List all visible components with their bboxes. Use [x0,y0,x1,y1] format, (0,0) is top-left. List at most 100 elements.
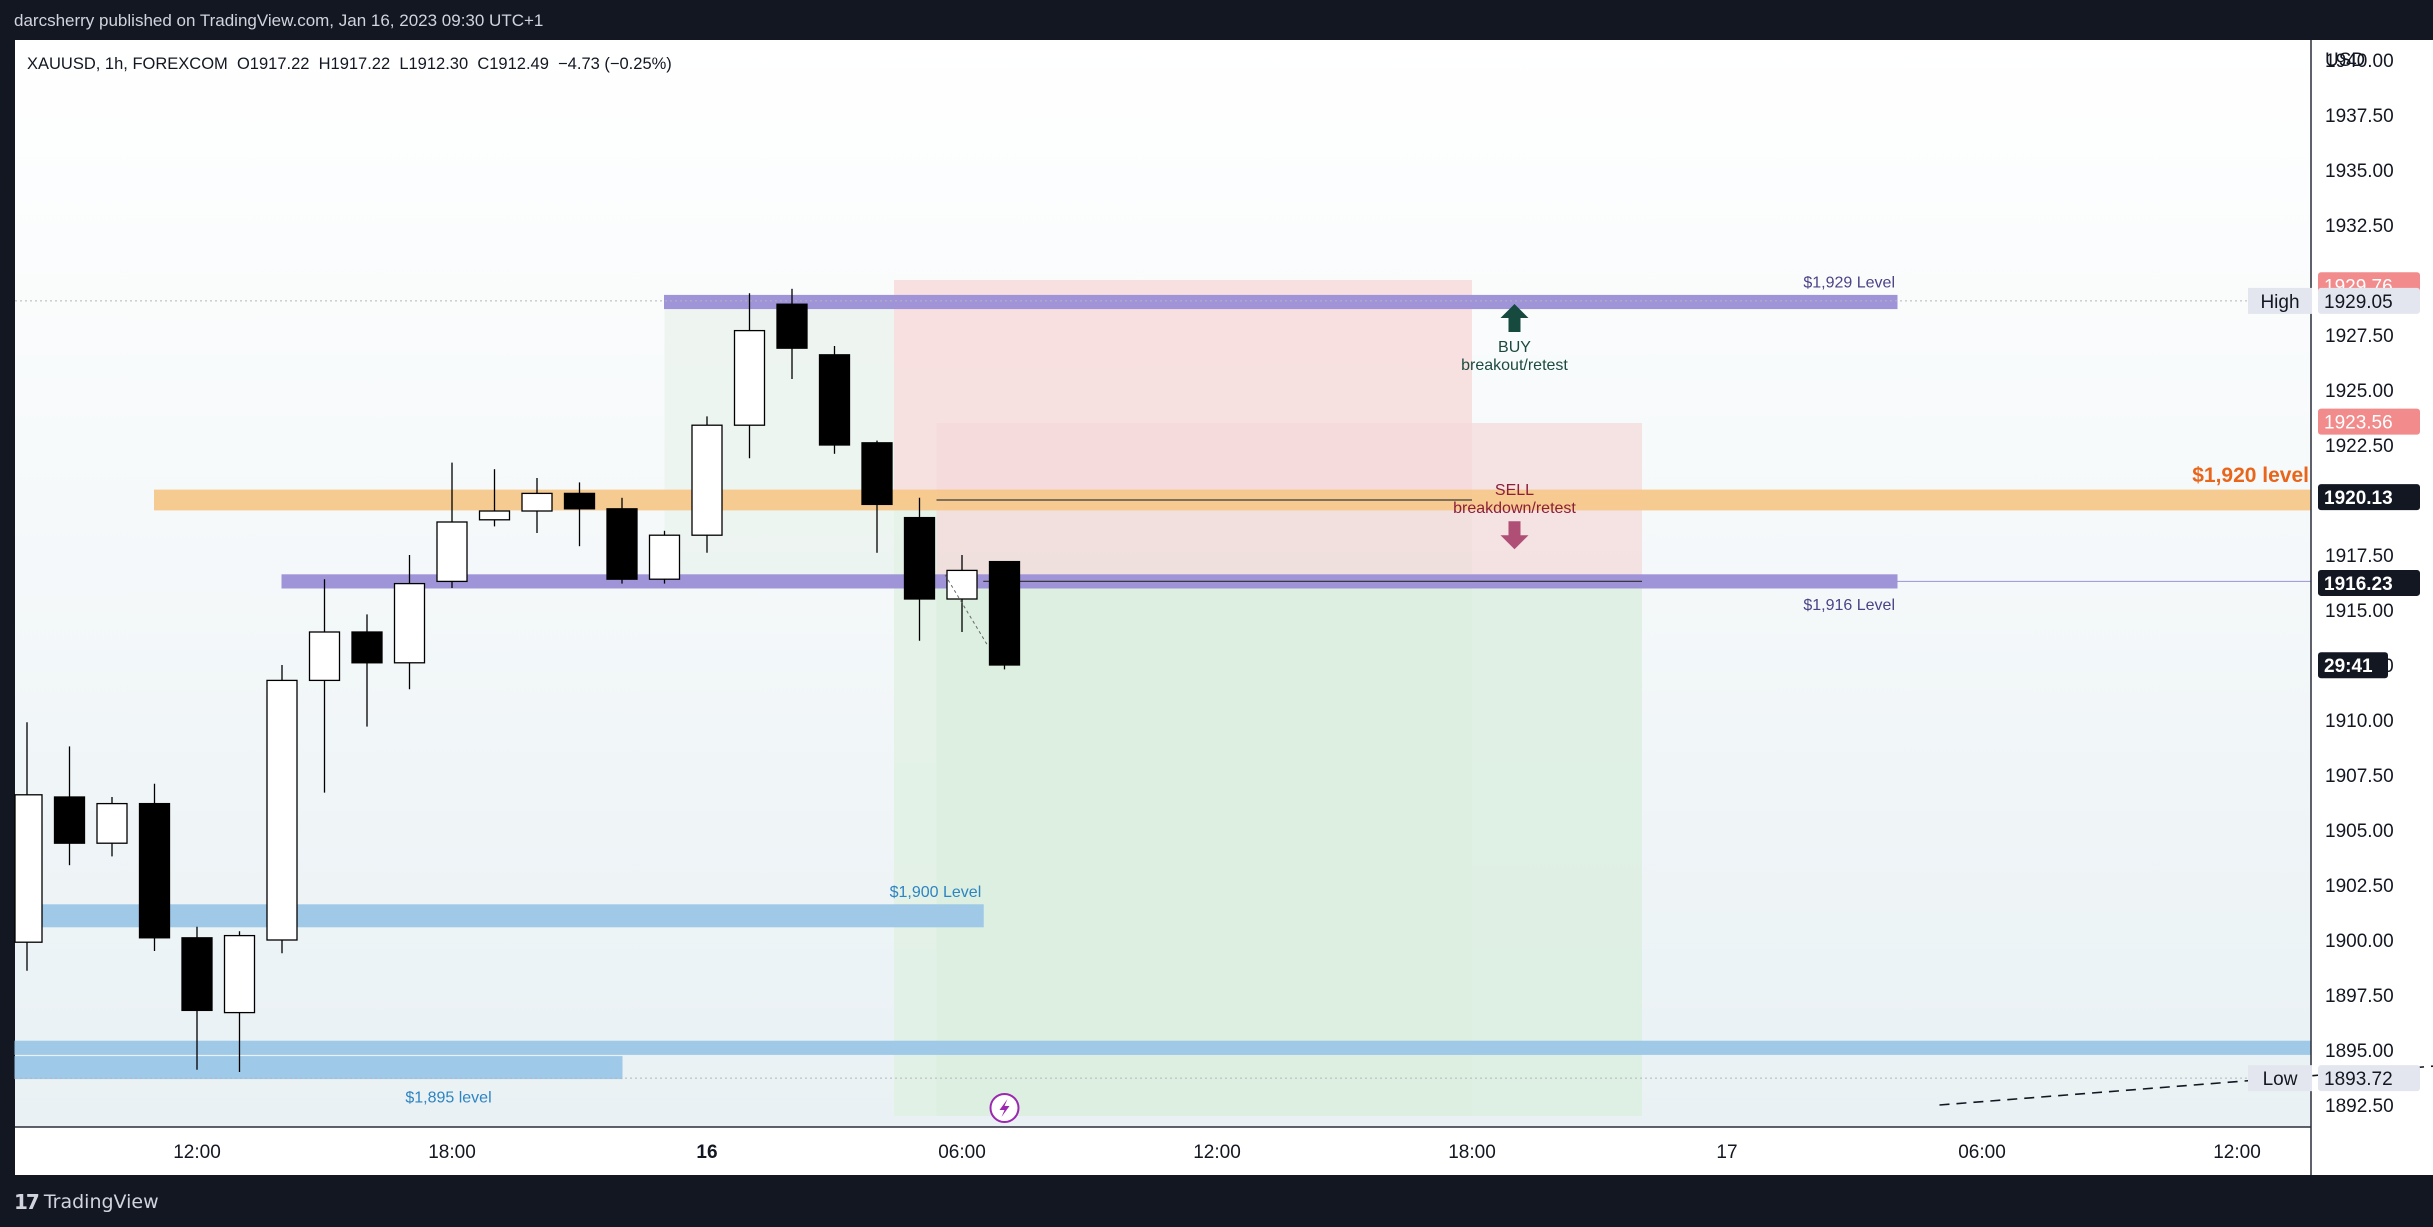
lightning-bolt [999,1099,1010,1117]
price-label-text: 1920.13 [2324,488,2393,509]
candle[interactable] [776,288,808,379]
candle-body-down [818,354,851,446]
price-label-bg [2318,484,2420,511]
sell-title: SELL [1495,482,1534,499]
candle-body-down [138,802,171,939]
price-tick-label: 1927.50 [2325,326,2394,347]
candle[interactable] [14,722,43,971]
zone-target-3 [936,583,1642,1116]
candle[interactable] [903,497,936,641]
candle[interactable] [53,746,86,866]
candle-body-up [393,582,426,664]
axis-corner [2311,1127,2433,1175]
candle[interactable] [606,497,638,584]
price-label-bg [2318,1065,2420,1092]
time-tick-label: 06:00 [938,1142,986,1163]
candle-body-up [96,802,128,844]
candle[interactable] [733,293,766,459]
tradingview-logo[interactable]: 17 TradingView [14,1190,159,1214]
buy-arrow-icon [1500,304,1529,332]
price-chart[interactable]: $1,929 Level $1,920 level $1,916 Level $1,9… [0,0,2433,1175]
buy-title: BUY [1498,339,1531,356]
candle[interactable] [138,783,171,951]
candle[interactable] [181,926,213,1070]
price-tick-label: 1897.50 [2325,986,2394,1007]
price-tick-label: 1910.00 [2325,711,2394,732]
candle[interactable] [648,530,681,584]
price-tick-label: 1932.50 [2325,216,2394,237]
price-label-bg [2318,287,2420,314]
time-tick-label: 17 [1716,1142,1737,1163]
candle[interactable] [563,482,596,547]
level-band-0 [664,294,1898,310]
brand-name: TradingView [43,1191,159,1213]
candle[interactable] [351,614,383,727]
level-label-5: $1,895 level [405,1090,491,1107]
candle[interactable] [478,469,511,527]
candle[interactable] [988,560,1021,670]
price-label-text: 1893.72 [2324,1069,2393,1090]
price-tick-label: 1915.00 [2325,601,2394,622]
candle[interactable] [266,665,298,954]
time-tick-label: 18:00 [428,1142,476,1163]
candle[interactable] [521,478,553,533]
candle[interactable] [818,346,851,454]
candle-body-down [563,492,596,510]
candle-body-up [691,424,723,536]
event-marker[interactable] [989,1093,1020,1123]
candle[interactable] [691,416,723,553]
candle-body-down [181,937,213,1012]
price-label-text: 1923.56 [2324,413,2393,434]
price-tick-label: 1892.50 [2325,1096,2394,1117]
candle-body-up [14,794,43,943]
price-label-bg [2318,652,2388,679]
time-tick-label: 12:00 [2213,1142,2261,1163]
level-band-4 [14,1040,2312,1055]
price-label-text: 29:41 [2324,656,2373,677]
candle-body-up [733,329,766,426]
price-tick-label: 1917.50 [2325,546,2394,567]
candle-body-up [648,534,681,580]
price-tick-label: 1937.50 [2325,106,2394,127]
price-tag-bg [2248,287,2312,314]
published-by-text: darcsherry published on TradingView.com,… [14,11,544,30]
price-tag-text: High [2260,292,2299,313]
candlesticks[interactable] [14,288,1021,1072]
currency-label: USD [2325,50,2365,71]
candle[interactable] [393,555,426,690]
level-label-2: $1,916 Level [1803,597,1895,614]
price-tick-label: 1902.50 [2325,876,2394,897]
candle[interactable] [946,555,978,632]
candle[interactable] [96,797,128,857]
candle-body-down [861,442,893,506]
candle-body-up [266,679,298,941]
price-label-text: 1916.23 [2324,574,2393,595]
time-axis[interactable]: 12:00 18:00 16 06:00 12:00 18:00 17 06:00 12:00 [173,1142,2261,1163]
level-bands: $1,929 Level $1,920 level $1,916 Level $1,9… [14,274,2312,1107]
level-label-1: $1,920 level [2192,464,2309,487]
price-tick-label: 1900.00 [2325,931,2394,952]
level-label-3: $1,900 Level [890,884,982,901]
candle[interactable] [861,440,893,553]
candle-body-down [351,631,383,664]
candle-body-up [521,492,553,512]
price-label-bg [2318,408,2420,435]
candle[interactable] [223,931,256,1072]
price-tick-label: 1940.00 [2325,51,2394,72]
candle[interactable] [308,579,341,793]
tradingview-logo-icon: 17 [14,1190,40,1214]
level-label-0: $1,929 Level [1803,274,1895,291]
symbol-legend: XAUUSD, 1h, FOREXCOM O1917.22 H1917.22 L… [27,55,672,73]
time-tick-label: 12:00 [173,1142,221,1163]
time-axis-background [15,1127,2311,1175]
candle-body-up [946,569,978,600]
candle[interactable] [436,462,468,588]
price-tick-label: 1935.00 [2325,161,2394,182]
price-tick-label: 1895.00 [2325,1041,2394,1062]
candle-body-up [436,521,468,583]
candle-body-down [988,560,1021,666]
level-band-5 [14,1056,623,1080]
connector-line [944,574,988,646]
price-tick-label: 1907.50 [2325,766,2394,787]
